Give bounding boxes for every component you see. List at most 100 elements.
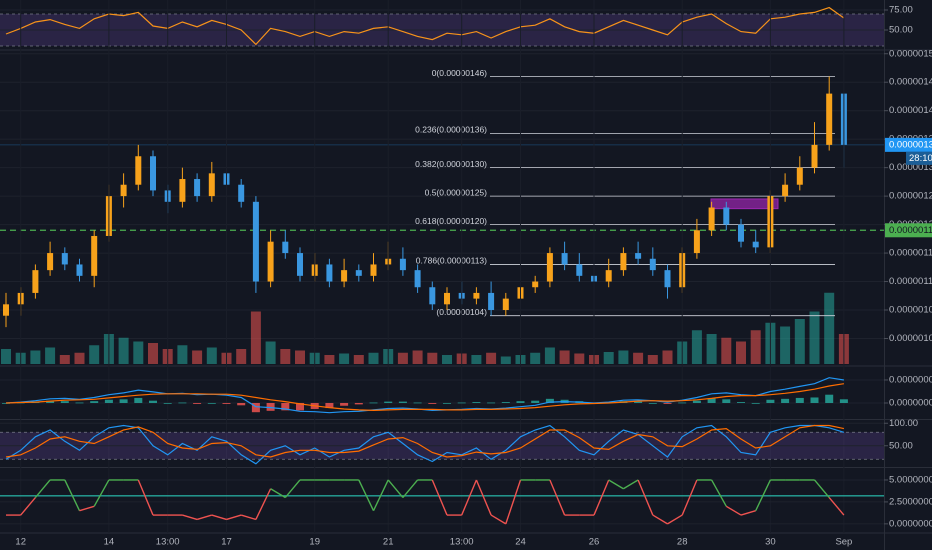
candle-body [135, 156, 142, 185]
candle-body [120, 184, 127, 197]
y-tick-label: 0.00000105 [889, 305, 932, 316]
y-tick-label: 50.00 [889, 440, 913, 451]
volume-bar [809, 311, 820, 364]
x-tick-label: 26 [589, 537, 600, 548]
volume-bar [824, 292, 835, 364]
histogram-bar [222, 402, 231, 404]
volume-bar [250, 311, 261, 364]
histogram-bar [207, 402, 216, 404]
histogram-bar [251, 402, 260, 413]
threshold-segment [226, 514, 242, 521]
threshold-segment [182, 514, 198, 521]
candle-body [399, 258, 406, 271]
histogram-bar [149, 400, 157, 403]
candle-body [782, 184, 789, 197]
candle-body [576, 264, 583, 276]
x-tick-label: 12 [15, 537, 26, 548]
threshold-segment [725, 505, 742, 516]
volume-bar [574, 353, 585, 364]
candle-body [355, 270, 362, 276]
y-tick-label: 0.00000130 [889, 162, 932, 173]
candle-body [502, 298, 509, 311]
threshold-segment [211, 514, 227, 521]
histogram-bar [369, 402, 378, 404]
histogram-bar [531, 400, 540, 403]
histogram-bar [663, 402, 672, 404]
candle-body [282, 241, 289, 254]
histogram-bar [266, 402, 275, 411]
fib-label: 0.5(0.00000125) [425, 187, 488, 197]
x-tick-label: 21 [383, 537, 394, 548]
candle-body [429, 287, 436, 305]
histogram-bar [839, 399, 848, 403]
histogram-bar [443, 402, 451, 404]
volume-bar [647, 355, 658, 364]
histogram-bar [487, 402, 496, 404]
volume-bar [721, 337, 732, 364]
volume-bar [559, 350, 570, 364]
histogram-bar [692, 400, 701, 403]
threshold-segment [740, 510, 756, 516]
y-tick-label: 75.00 [889, 5, 913, 16]
histogram-bar [737, 402, 745, 403]
volume-bar [339, 353, 350, 364]
fib-label: 0.382(0.00000130) [415, 159, 487, 169]
threshold-segment [505, 479, 522, 525]
threshold-segment [137, 479, 154, 516]
signal-line [5, 383, 844, 412]
indicator-line [5, 6, 845, 46]
candle-body [91, 235, 98, 276]
candle-body [738, 224, 744, 242]
candle-body [61, 253, 68, 265]
volume-bar [30, 350, 41, 364]
histogram-bar [134, 397, 143, 403]
volume-bar [295, 350, 305, 364]
threshold-segment [20, 497, 36, 516]
candle-body [414, 270, 421, 288]
histogram-bar [354, 402, 363, 405]
volume-bar [148, 343, 158, 364]
volume-bar [486, 352, 497, 364]
volume-bar [133, 341, 144, 364]
x-tick-label: 19 [309, 537, 320, 548]
histogram-bar [722, 399, 731, 403]
threshold-segment [681, 479, 698, 516]
indicator-line [5, 424, 845, 458]
x-tick-label: 13:00 [450, 537, 474, 548]
threshold-segment [593, 479, 610, 516]
candle-body [341, 270, 348, 282]
threshold-segment [828, 497, 845, 516]
candle-body [561, 253, 568, 265]
histogram-bar [795, 397, 804, 403]
candle-body [752, 241, 759, 248]
candle-body [620, 253, 627, 271]
threshold-segment [652, 514, 668, 525]
threshold-segment [93, 479, 110, 507]
histogram-bar [781, 398, 790, 403]
histogram-bar [60, 401, 69, 403]
histogram-bar [398, 401, 407, 403]
candle-body [532, 281, 539, 288]
x-tick-label: 14 [104, 537, 115, 548]
x-tick-label: 13:00 [156, 537, 180, 548]
threshold-segment [549, 479, 566, 516]
candle-body [252, 201, 259, 282]
volume-bar [324, 355, 335, 364]
threshold-segment [387, 479, 404, 498]
volume-bar [691, 330, 702, 364]
volume-bar [618, 350, 629, 364]
fib-label: 0.618(0.00000120) [415, 216, 487, 226]
histogram-bar [428, 402, 437, 404]
threshold-segment [402, 479, 419, 498]
histogram-bar [281, 402, 290, 411]
candle-body [297, 253, 303, 276]
volume-bar [192, 350, 203, 364]
threshold-segment [431, 479, 448, 516]
candle-body [179, 179, 186, 202]
histogram-bar [751, 402, 760, 404]
